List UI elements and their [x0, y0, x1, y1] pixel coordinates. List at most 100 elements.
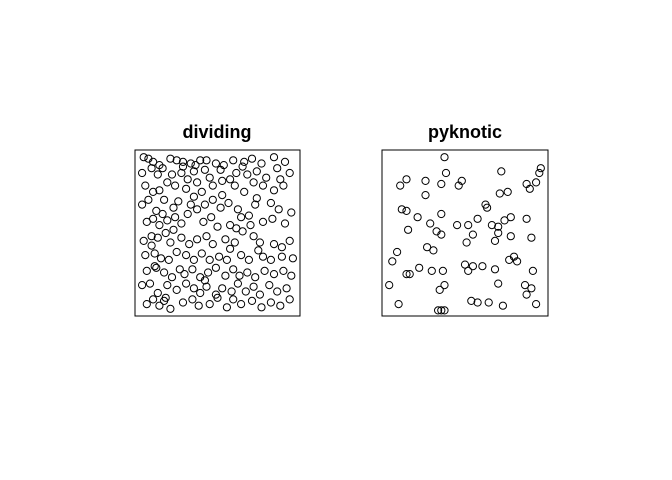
- data-point: [213, 293, 222, 302]
- data-point: [247, 154, 257, 163]
- data-point: [166, 238, 175, 247]
- data-point: [532, 300, 541, 309]
- data-point: [205, 300, 214, 309]
- data-point: [266, 255, 275, 264]
- data-point: [188, 265, 197, 274]
- data-point: [260, 266, 269, 275]
- data-point: [249, 282, 258, 291]
- data-point: [158, 164, 167, 173]
- data-point: [139, 236, 148, 245]
- data-point: [186, 159, 195, 168]
- data-point: [158, 209, 167, 219]
- data-point: [155, 186, 164, 195]
- data-point: [169, 225, 178, 234]
- data-point: [435, 285, 444, 294]
- data-point: [218, 191, 227, 200]
- data-point: [144, 195, 153, 204]
- data-point: [160, 195, 169, 204]
- data-point: [453, 221, 462, 230]
- plot-frame-dividing: [134, 149, 301, 317]
- data-point: [440, 306, 449, 315]
- data-point: [473, 298, 482, 307]
- data-point: [438, 266, 447, 275]
- data-point: [193, 178, 202, 187]
- data-point: [200, 165, 209, 174]
- data-point: [257, 303, 266, 312]
- data-point: [282, 284, 291, 293]
- data-point: [211, 159, 220, 168]
- data-point: [166, 304, 175, 313]
- data-point: [167, 273, 177, 282]
- data-point: [237, 300, 246, 309]
- data-point: [257, 159, 266, 168]
- data-point: [178, 298, 188, 307]
- data-point: [527, 233, 536, 242]
- data-point: [200, 276, 209, 285]
- data-point: [197, 187, 206, 196]
- data-point: [468, 262, 477, 271]
- data-point: [462, 238, 471, 247]
- data-point: [175, 265, 184, 274]
- data-point: [441, 168, 451, 178]
- data-point: [288, 254, 297, 263]
- data-point: [494, 222, 503, 231]
- points-pyknotic: [385, 153, 545, 315]
- data-point: [388, 257, 397, 266]
- data-point: [457, 176, 466, 185]
- data-point: [182, 279, 191, 288]
- data-point: [233, 279, 242, 288]
- data-point: [240, 187, 249, 196]
- data-point: [522, 290, 531, 299]
- data-point: [269, 186, 279, 195]
- data-point: [230, 238, 239, 247]
- data-point: [520, 281, 530, 290]
- data-point: [251, 273, 260, 282]
- data-point: [498, 301, 507, 310]
- panel-title-dividing: dividing: [183, 122, 252, 142]
- points-dividing: [138, 153, 297, 313]
- data-point: [155, 221, 164, 230]
- data-point: [440, 153, 449, 162]
- data-point: [208, 181, 217, 190]
- data-point: [167, 170, 177, 179]
- data-point: [182, 251, 191, 260]
- data-point: [152, 263, 161, 272]
- data-point: [150, 262, 159, 271]
- data-point: [258, 181, 268, 190]
- data-point: [527, 284, 536, 293]
- data-point: [506, 213, 515, 222]
- data-point: [437, 306, 446, 315]
- data-point: [147, 164, 156, 173]
- data-point: [169, 203, 178, 212]
- data-point: [221, 235, 230, 244]
- data-point: [163, 216, 172, 225]
- data-point: [385, 281, 394, 290]
- data-point: [490, 236, 500, 245]
- data-point: [269, 270, 279, 279]
- data-point: [464, 221, 473, 230]
- data-point: [279, 181, 288, 190]
- data-point: [229, 265, 238, 274]
- data-point: [216, 165, 225, 174]
- data-point: [183, 209, 192, 219]
- data-point: [193, 205, 202, 214]
- data-point: [139, 153, 148, 162]
- data-point: [258, 217, 268, 226]
- data-point: [535, 168, 544, 178]
- data-point: [208, 240, 217, 249]
- data-point: [394, 300, 403, 309]
- data-point: [251, 200, 260, 209]
- data-point: [522, 214, 531, 223]
- data-point: [145, 279, 155, 288]
- data-point: [226, 175, 235, 184]
- data-point: [266, 298, 275, 307]
- data-point: [142, 217, 151, 226]
- data-point: [528, 266, 538, 275]
- data-point: [396, 181, 405, 190]
- data-point: [255, 238, 264, 247]
- data-point: [152, 206, 161, 215]
- data-point: [189, 284, 198, 293]
- data-point: [142, 266, 151, 275]
- data-point: [490, 265, 500, 274]
- data-point: [254, 246, 263, 255]
